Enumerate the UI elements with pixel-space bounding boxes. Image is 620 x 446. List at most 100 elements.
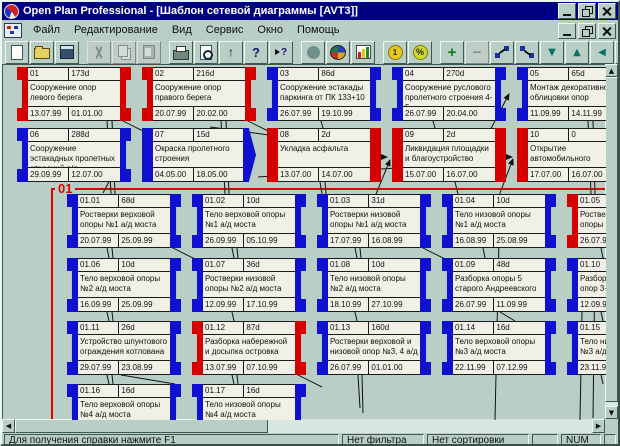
activity-box[interactable]: 01.16 16d Тело верховой опоры №4 а/д моста <box>67 384 181 420</box>
add-activity-button[interactable]: + <box>440 40 464 64</box>
cut-button[interactable] <box>87 40 111 64</box>
time-update-button[interactable]: ↑ <box>219 40 243 64</box>
histogram-button[interactable] <box>351 40 375 64</box>
open-file-button[interactable] <box>30 40 54 64</box>
activity-box[interactable]: 01.04 10d Тело низовой опоры №1 а/д моста 1… <box>442 194 556 248</box>
activity-box[interactable]: 03 86d Сооружение эстакады паркинга от ПК … <box>267 67 381 121</box>
close-button[interactable] <box>598 3 616 19</box>
activity-box[interactable]: 01.15 Тело низовой опоры №3 а/д моста 23.1… <box>567 321 606 375</box>
print-button[interactable] <box>169 40 193 64</box>
unlink-activities-button[interactable] <box>515 40 539 64</box>
activity-box[interactable]: 01.11 26d Устройство шпунтового ограждения… <box>67 321 181 375</box>
activity-box[interactable]: 01.07 36d Ростверки низовой опоры №2 а/д м… <box>192 258 306 312</box>
updoc-icon: ↑ <box>228 45 234 59</box>
activity-box[interactable]: 01.08 10d Тело низовой опоры №2 а/д моста 1… <box>317 258 431 312</box>
finish-cap <box>245 67 256 121</box>
activity-id: 09 <box>403 129 445 141</box>
activity-duration: 216d <box>196 69 215 78</box>
move-left-button[interactable]: ◀ <box>590 40 614 64</box>
cost-button[interactable]: 1 <box>383 40 407 64</box>
arrow-icon: ▲ <box>573 46 581 58</box>
activity-start-date: 16.09.99 <box>78 298 120 311</box>
subnet-label: 01 <box>55 181 76 196</box>
activity-finish-date: 16.07.00 <box>446 170 478 179</box>
child-close-button[interactable] <box>598 23 616 39</box>
activity-box[interactable]: 05 65d Монтаж декоративной облицовки опор 1… <box>517 67 606 121</box>
diagram-canvas[interactable]: 01 01 173d Сооружение опор левого берега 13… <box>2 64 606 420</box>
delete-activity-button[interactable]: − <box>465 40 489 64</box>
activity-finish-date: 16.08.99 <box>371 236 403 245</box>
copy-button[interactable] <box>112 40 136 64</box>
activity-id: 07 <box>153 129 195 141</box>
menu-item-0[interactable]: Файл <box>33 24 61 36</box>
activity-description: Ростверки верховой опоры №1 а/д моста <box>80 210 157 229</box>
move-up-button[interactable]: ▲ <box>565 40 589 64</box>
print-preview-button[interactable] <box>194 40 218 64</box>
activity-start-date: 23.11.99 <box>578 361 606 374</box>
activity-box[interactable]: 01.03 31d Ростверки низовой опоры №1 а/д м… <box>317 194 431 248</box>
scroll-right-button[interactable]: ▶ <box>592 419 605 433</box>
activity-box[interactable]: 01.12 87d Разборка набережной и досыпка ос… <box>192 321 306 375</box>
help-button[interactable]: ? <box>244 40 268 64</box>
paste-button[interactable] <box>137 40 161 64</box>
activity-id: 01.16 <box>78 385 120 397</box>
activity-finish-date: 25.08.99 <box>496 236 528 245</box>
activity-duration: 288d <box>71 130 90 139</box>
activity-box[interactable]: 01 173d Сооружение опор левого берега 13.07… <box>17 67 131 121</box>
context-help-button[interactable]: ? <box>269 40 293 64</box>
activity-box[interactable]: 01.13 160d Ростверки верховой и низовой оп… <box>317 321 431 375</box>
activity-id: 05 <box>528 68 570 80</box>
scroll-left-button[interactable]: ◀ <box>2 419 15 433</box>
vertical-scrollbar[interactable]: ▲ ▼ <box>605 64 618 419</box>
activity-box[interactable]: 01.05 Ростверки верховой опоры №2 а/д мос… <box>567 194 606 248</box>
menu-item-3[interactable]: Сервис <box>205 24 244 36</box>
link-activities-button[interactable] <box>490 40 514 64</box>
activity-id: 01.15 <box>578 322 606 334</box>
activity-description: Ростверки верховой опоры №2 а/д моста <box>580 210 606 229</box>
activity-start-date: 15.07.00 <box>403 168 445 181</box>
activity-box[interactable]: 02 216d Сооружение опор правого берега 20.0… <box>142 67 256 121</box>
activity-box[interactable]: 07 15d Окраска пролетного строения 04.05.00… <box>142 128 256 182</box>
activity-box[interactable]: 01.06 10d Тело верховой опоры №2 а/д моста… <box>67 258 181 312</box>
activity-box[interactable]: 09 2d Ликвидация площадки и благоустройств… <box>392 128 506 182</box>
child-minimize-button[interactable] <box>558 23 576 39</box>
menu-item-4[interactable]: Окно <box>257 24 283 36</box>
move-right-button[interactable]: ▶ <box>615 40 618 64</box>
scroll-down-button[interactable]: ▼ <box>605 406 618 419</box>
activity-box[interactable]: 01.09 48d Разборка опоры 5 старого Андреев… <box>442 258 556 312</box>
activity-box[interactable]: 01.10 Разборка оставшихся опор 3-4 старог… <box>567 258 606 312</box>
activity-box[interactable]: 01.14 16d Тело верховой опоры №3 а/д моста… <box>442 321 556 375</box>
finish-cap <box>295 384 306 420</box>
minimize-button[interactable] <box>558 3 576 19</box>
save-button[interactable] <box>55 40 79 64</box>
activity-box[interactable]: 04 270d Сооружение руслового пролетного ст… <box>392 67 506 121</box>
percent-complete-button[interactable]: % <box>408 40 432 64</box>
new-file-button[interactable] <box>5 40 29 64</box>
status-blank-panel <box>532 434 558 444</box>
child-restore-button[interactable] <box>578 23 596 39</box>
activity-box[interactable]: 01.17 16d Тело низовой опоры №4 а/д моста <box>192 384 306 420</box>
activity-start-date: 16.08.99 <box>453 234 495 247</box>
horizontal-scroll-thumb[interactable] <box>15 419 268 433</box>
restore-button[interactable] <box>578 3 596 19</box>
horizontal-scrollbar[interactable]: ◀ ▶ <box>2 419 605 433</box>
resources-button[interactable] <box>326 40 350 64</box>
menu-item-5[interactable]: Помощь <box>296 24 340 36</box>
activity-box[interactable]: 08 2d Укладка асфальта 13.07.00 14.07.00 <box>267 128 381 182</box>
activity-duration: 160d <box>371 323 390 332</box>
document-icon[interactable] <box>4 22 22 38</box>
vertical-scroll-thumb[interactable] <box>605 77 618 402</box>
menu-item-2[interactable]: Вид <box>171 24 192 36</box>
circle-view-button[interactable] <box>301 40 325 64</box>
activity-start-date: 04.05.00 <box>153 168 195 181</box>
scroll-up-button[interactable]: ▲ <box>605 64 618 77</box>
activity-box[interactable]: 01.01 68d Ростверки верховой опоры №1 а/д … <box>67 194 181 248</box>
activity-box[interactable]: 01.02 10d Тело верховой опоры №1 а/д моста… <box>192 194 306 248</box>
move-down-button[interactable]: ▼ <box>540 40 564 64</box>
start-cap <box>442 321 453 375</box>
activity-box[interactable]: 10 0 Открытие автомобильного 17.07.00 16.07.… <box>517 128 606 182</box>
status-bar: Для получения справки нажмите F1 Нет фил… <box>2 433 618 444</box>
menu-item-1[interactable]: Редактирование <box>74 24 158 36</box>
activity-finish-date: 07.10.99 <box>246 363 278 372</box>
